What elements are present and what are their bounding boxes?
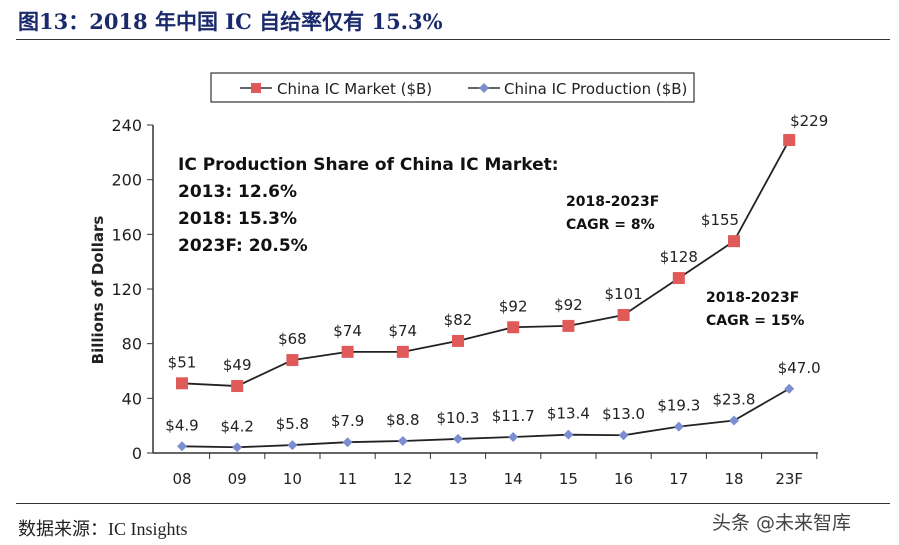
production-data-label: $7.9	[331, 412, 364, 430]
market-data-label: $51	[168, 353, 197, 371]
legend-label-market: China IC Market ($B)	[277, 80, 432, 98]
market-data-label: $229	[790, 112, 828, 130]
market-point	[507, 321, 520, 334]
production-cagr-annotation: CAGR = 8%	[566, 217, 655, 233]
market-point	[341, 345, 354, 358]
y-tick-label: 160	[111, 225, 142, 244]
production-point	[563, 429, 574, 440]
y-tick-label: 0	[132, 444, 142, 463]
legend	[210, 72, 695, 103]
x-tick-label: 09	[228, 470, 247, 488]
y-tick-label: 240	[111, 116, 142, 135]
market-cagr-annotation: 2018-2023F	[706, 290, 799, 306]
production-data-label: $19.3	[657, 397, 700, 415]
x-tick-label: 13	[448, 470, 467, 488]
market-data-label: $92	[499, 297, 528, 315]
production-data-label: $10.3	[437, 409, 480, 427]
production-point	[232, 442, 243, 453]
production-point	[287, 440, 298, 451]
market-point	[286, 354, 299, 367]
share-annotation-line: 2018: 15.3%	[178, 209, 297, 229]
title-divider	[16, 39, 890, 40]
x-tick-label: 12	[393, 470, 412, 488]
x-tick-label: 11	[338, 470, 357, 488]
market-data-label: $74	[388, 322, 417, 340]
legend-label-production: China IC Production ($B)	[504, 80, 687, 98]
legend-marker-production	[479, 83, 489, 93]
watermark: 头条 @未来智库	[712, 512, 852, 534]
market-point	[562, 319, 575, 332]
share-annotation-line: 2023F: 20.5%	[178, 236, 308, 256]
production-point	[177, 441, 187, 452]
x-tick-label: 15	[559, 470, 578, 488]
x-tick-label: 08	[172, 470, 191, 488]
x-tick-label: 18	[724, 470, 743, 488]
production-data-label: $13.0	[602, 405, 645, 423]
production-point	[729, 415, 739, 426]
production-data-label: $23.8	[713, 390, 756, 408]
production-point	[342, 437, 353, 448]
production-point	[397, 435, 408, 446]
market-data-label: $74	[333, 322, 362, 340]
market-point	[176, 377, 188, 390]
production-data-label: $4.9	[165, 416, 198, 434]
legend-marker-market	[251, 83, 261, 93]
market-cagr-annotation: CAGR = 15%	[706, 313, 804, 329]
market-data-label: $128	[660, 248, 698, 266]
figure-title: 图13：2018 年中国 IC 自给率仅有 15.3%	[18, 9, 443, 34]
market-data-label: $68	[278, 330, 307, 348]
market-point	[617, 308, 630, 321]
x-tick-label: 14	[504, 470, 523, 488]
y-tick-label: 80	[122, 335, 142, 354]
market-point	[672, 272, 685, 285]
production-point	[508, 432, 519, 443]
market-point	[728, 235, 740, 248]
production-point	[784, 383, 795, 394]
production-point	[618, 430, 629, 441]
production-point	[673, 421, 684, 432]
y-axis-label: Billions of Dollars	[89, 216, 107, 365]
production-point	[453, 433, 463, 444]
market-data-label: $101	[605, 285, 643, 303]
y-tick-label: 40	[122, 389, 142, 408]
market-data-label: $82	[444, 311, 473, 329]
series-line-market	[181, 139, 790, 387]
y-tick-label: 120	[111, 280, 142, 299]
series-line-production	[181, 387, 790, 449]
market-point	[783, 134, 796, 147]
production-data-label: $8.8	[386, 411, 419, 429]
market-point	[452, 334, 464, 347]
market-data-label: $49	[223, 356, 252, 374]
y-tick-label: 200	[111, 171, 142, 190]
production-data-label: $4.2	[220, 417, 253, 435]
production-data-label: $13.4	[547, 405, 590, 423]
market-data-label: $92	[554, 296, 583, 314]
share-annotation-line: 2013: 12.6%	[178, 182, 297, 202]
production-data-label: $5.8	[276, 415, 309, 433]
production-cagr-annotation: 2018-2023F	[566, 194, 659, 210]
production-data-label: $47.0	[778, 359, 821, 377]
market-point	[231, 380, 244, 393]
x-tick-label: 23F	[775, 470, 803, 488]
footer-divider	[16, 503, 890, 504]
x-tick-label: 10	[283, 470, 302, 488]
market-point	[396, 345, 409, 358]
x-tick-label: 17	[669, 470, 688, 488]
x-tick-label: 16	[614, 470, 633, 488]
share-annotation-title: IC Production Share of China IC Market:	[178, 155, 559, 175]
source-note: 数据来源：IC Insights	[18, 519, 188, 539]
market-data-label: $155	[701, 211, 739, 229]
production-data-label: $11.7	[492, 407, 535, 425]
